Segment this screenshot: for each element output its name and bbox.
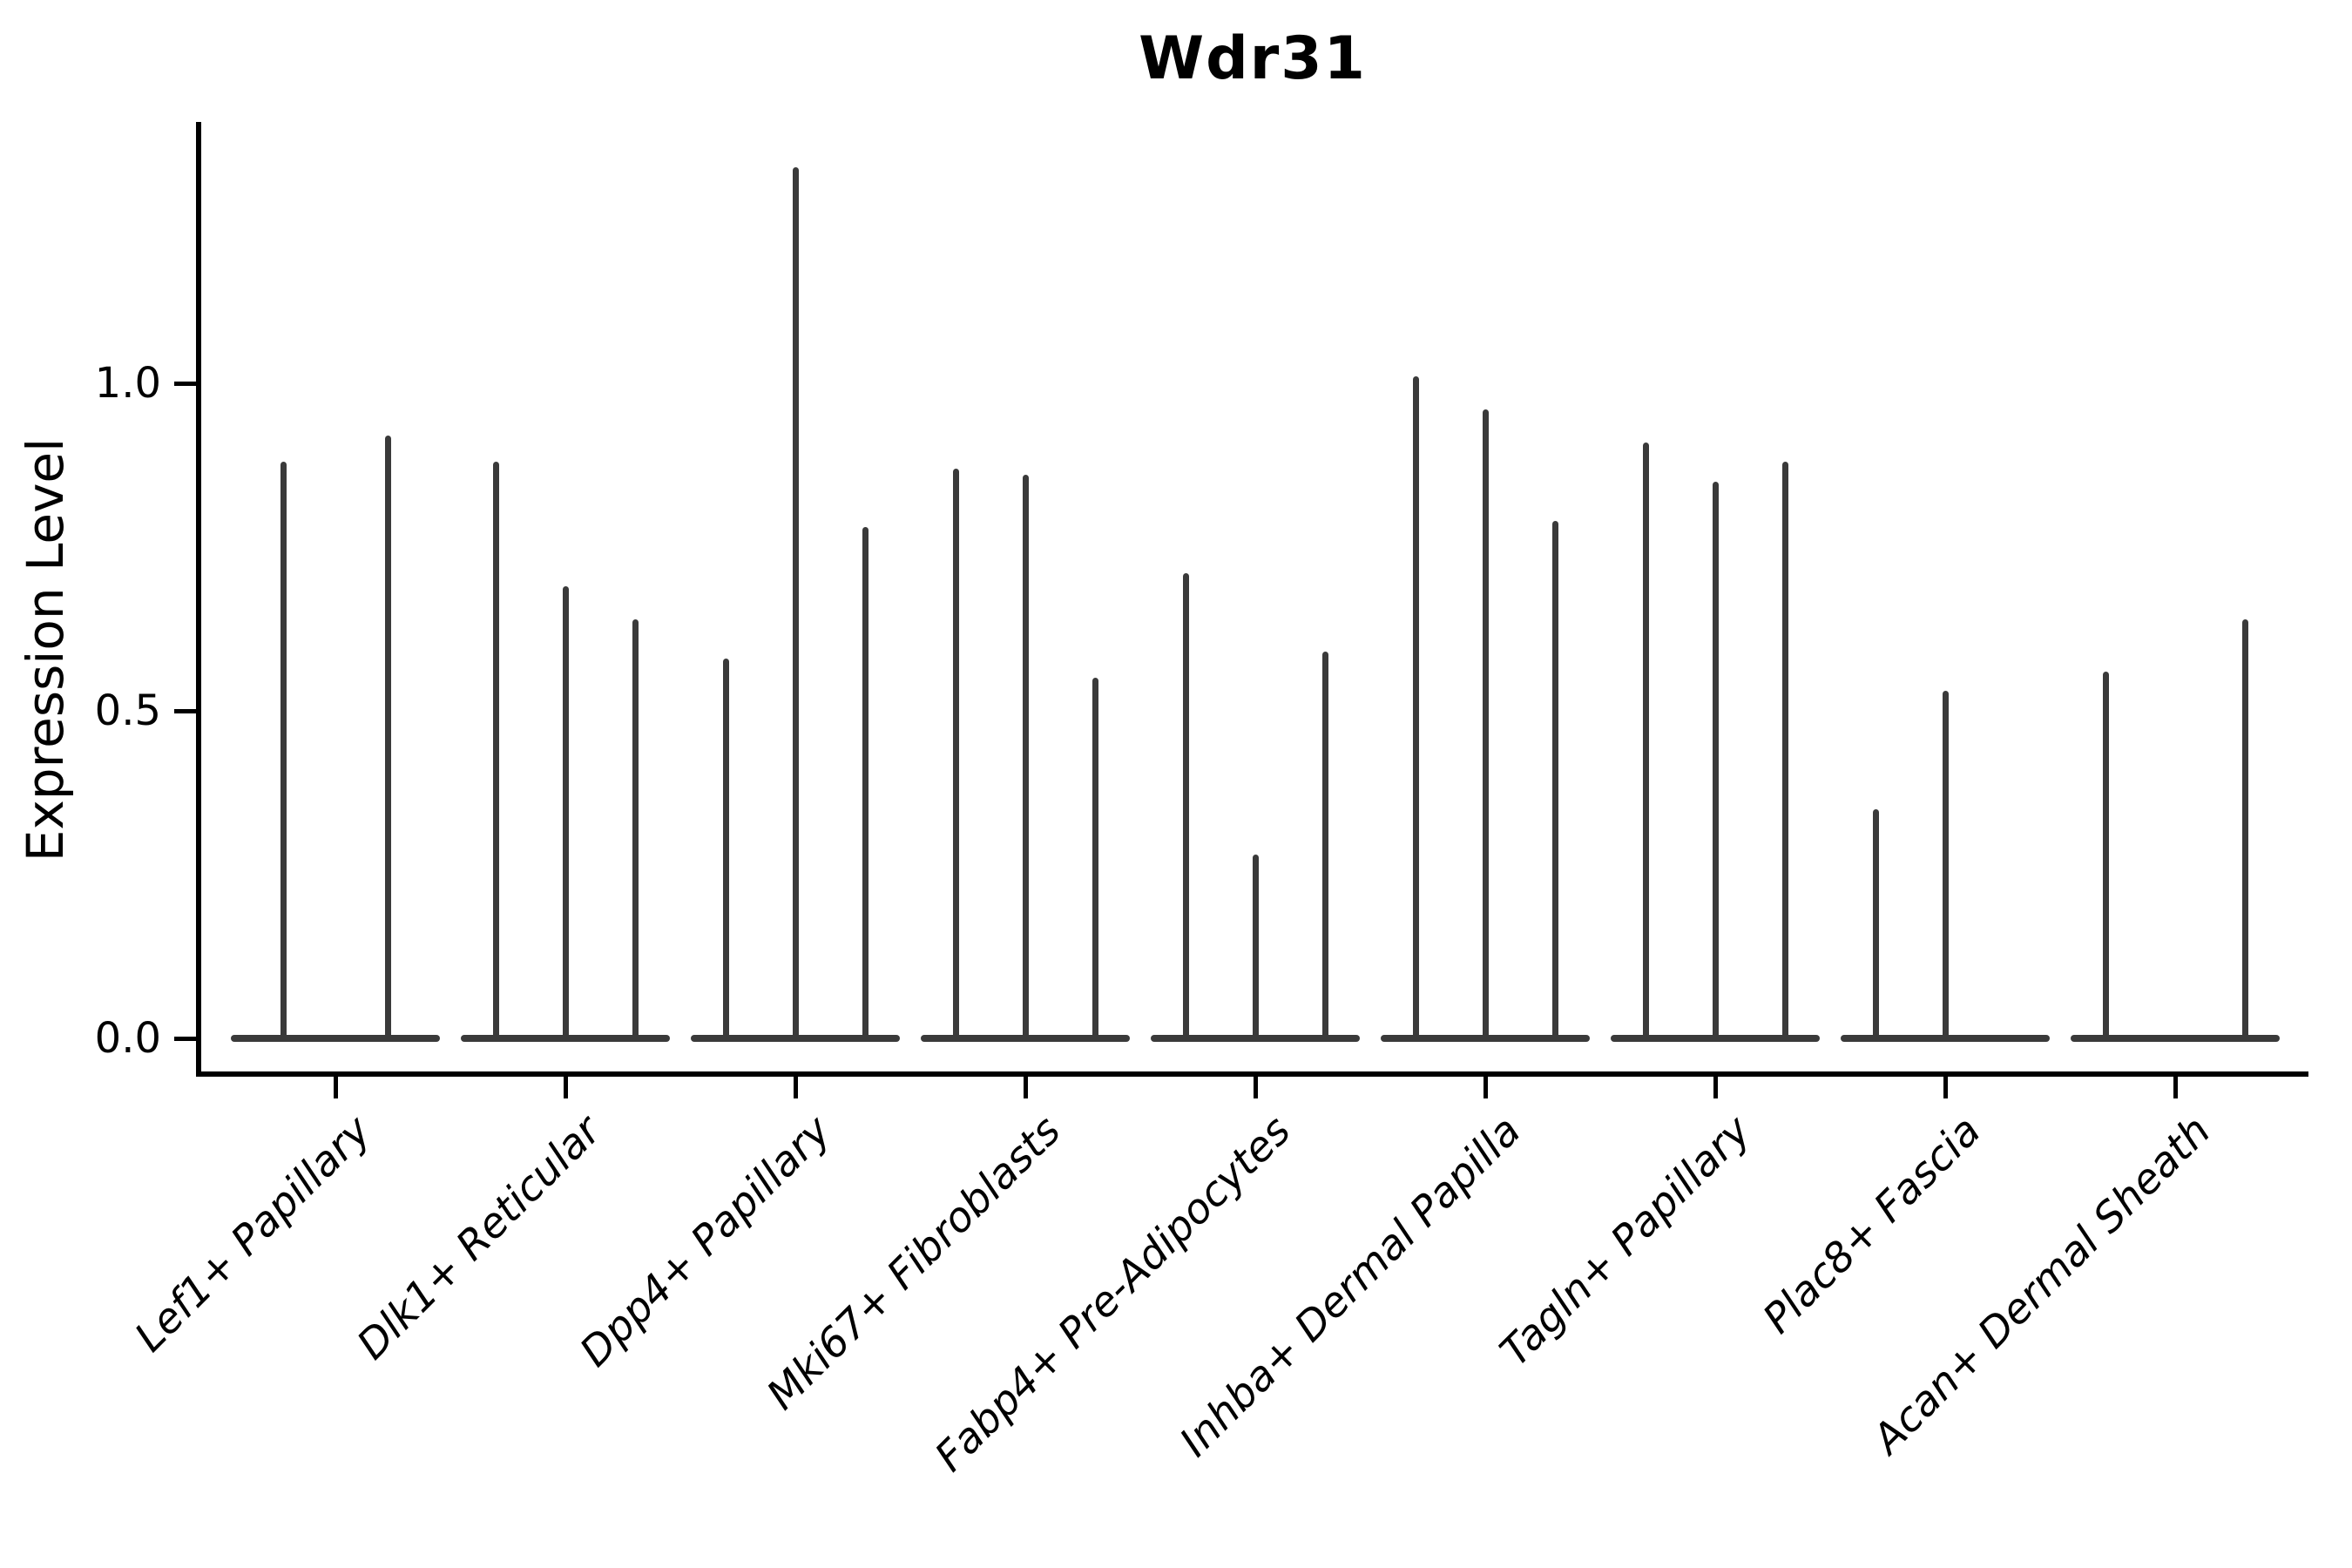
violin-spike xyxy=(952,468,959,1038)
violin-spike xyxy=(1412,376,1419,1038)
y-tick-mark xyxy=(174,381,199,386)
x-tick-mark xyxy=(1253,1074,1258,1098)
violin-spike xyxy=(1551,520,1558,1038)
violin-spike xyxy=(1321,652,1328,1038)
violin-baseline xyxy=(461,1035,670,1042)
violin-spike xyxy=(1182,573,1189,1038)
y-tick-label: 0.0 xyxy=(94,1014,161,1063)
violin-spike xyxy=(2241,618,2248,1038)
violin-baseline xyxy=(691,1035,900,1042)
violin-spike xyxy=(1712,481,1719,1038)
chart-title: Wdr31 xyxy=(1139,24,1367,93)
violin-spike xyxy=(280,462,287,1038)
violin-spike xyxy=(1872,808,1879,1038)
violin-baseline xyxy=(1151,1035,1360,1042)
violin-baseline xyxy=(921,1035,1130,1042)
violin-spike xyxy=(632,618,639,1038)
x-tick-mark xyxy=(1483,1074,1488,1098)
y-tick-mark xyxy=(174,708,199,713)
y-axis-label: Expression Level xyxy=(16,437,75,862)
x-tick-mark xyxy=(563,1074,568,1098)
x-tick-mark xyxy=(333,1074,338,1098)
violin-baseline xyxy=(1841,1035,2050,1042)
violin-spike xyxy=(384,436,391,1038)
violin-spike xyxy=(862,527,868,1038)
violin-baseline xyxy=(1611,1035,1820,1042)
violin-spike xyxy=(1022,475,1029,1038)
violin-spike xyxy=(492,462,499,1038)
violin-baseline xyxy=(231,1035,440,1042)
y-tick-mark xyxy=(174,1036,199,1041)
violin-spike xyxy=(792,166,799,1038)
y-axis-spine xyxy=(196,122,201,1077)
violin-spike xyxy=(1781,462,1788,1038)
violin-baseline xyxy=(1381,1035,1590,1042)
x-tick-mark xyxy=(793,1074,798,1098)
violin-spike xyxy=(1942,691,1949,1038)
x-tick-mark xyxy=(2173,1074,2178,1098)
violin-spike xyxy=(2102,671,2109,1038)
x-axis-spine xyxy=(196,1071,2308,1077)
violin-baseline xyxy=(2071,1035,2280,1042)
y-tick-label: 1.0 xyxy=(94,359,161,408)
violin-spike xyxy=(1092,678,1098,1038)
violin-spike xyxy=(1482,409,1489,1038)
violin-spike xyxy=(562,586,569,1038)
x-tick-mark xyxy=(1713,1074,1718,1098)
x-tick-mark xyxy=(1943,1074,1948,1098)
y-tick-label: 0.5 xyxy=(94,686,161,735)
violin-spike xyxy=(1642,442,1649,1038)
violin-spike xyxy=(1252,855,1259,1038)
x-tick-mark xyxy=(1023,1074,1028,1098)
violin-spike xyxy=(722,658,729,1038)
